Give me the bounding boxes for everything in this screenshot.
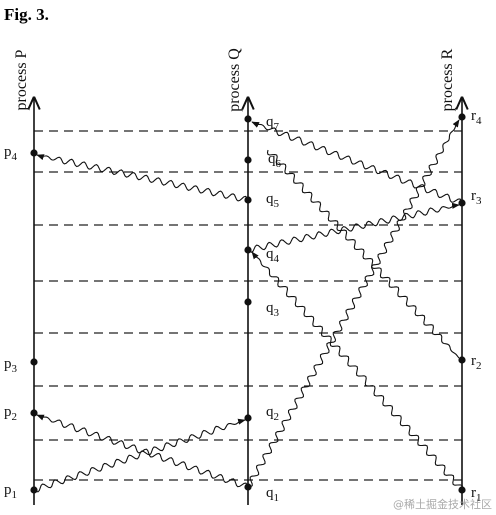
event-label: q4: [266, 246, 280, 265]
message: [247, 202, 460, 253]
process-label: process R: [439, 48, 456, 111]
event-name: q: [266, 114, 274, 130]
message: [251, 121, 463, 204]
event-name: r: [471, 353, 476, 369]
event-index: 5: [274, 198, 280, 210]
event-name: r: [471, 485, 476, 501]
event-label: p3: [4, 356, 18, 375]
event-dot: [458, 356, 466, 364]
event-dot: [244, 196, 252, 204]
event-name: p: [4, 356, 12, 372]
event-name: q: [266, 485, 274, 501]
event-index: 7: [274, 121, 280, 133]
event-index: 2: [274, 411, 280, 423]
event-index: 2: [12, 411, 18, 423]
message: [266, 149, 460, 359]
event-dot: [244, 483, 252, 491]
event-index: 3: [274, 307, 280, 319]
event-dot: [30, 486, 38, 494]
event-dot: [244, 115, 252, 123]
event-index: 4: [12, 151, 18, 163]
event-name: r: [471, 108, 476, 124]
event-index: 3: [476, 195, 482, 207]
event-label: r4: [471, 108, 482, 127]
event-label: q5: [266, 191, 280, 210]
event-label: q1: [266, 485, 279, 504]
event-dot: [458, 486, 466, 494]
event-index: 1: [274, 492, 280, 504]
event-label: r3: [471, 188, 482, 207]
event-name: q: [266, 404, 274, 420]
event-name: p: [4, 404, 12, 420]
event-dot: [244, 414, 252, 422]
message: [36, 154, 249, 202]
event-dot: [458, 113, 466, 121]
watermark: @稀土掘金技术社区: [393, 497, 492, 511]
event-name: q: [266, 246, 274, 262]
event-index: 4: [274, 253, 280, 265]
event-name: p: [4, 144, 12, 160]
message: [247, 119, 460, 488]
event-dot: [458, 199, 466, 207]
event-label: q2: [266, 404, 279, 423]
event-dot: [30, 358, 38, 366]
event-dot: [244, 156, 252, 164]
event-dot: [244, 298, 252, 306]
event-index: 4: [476, 115, 482, 127]
event-name: q: [266, 300, 274, 316]
event-dot: [30, 409, 38, 417]
event-index: 3: [12, 363, 18, 375]
process-label: process P: [13, 49, 30, 110]
event-name: q: [268, 151, 276, 167]
figure-title: Fig. 3.: [4, 5, 49, 24]
event-name: r: [471, 188, 476, 204]
event-name: p: [4, 482, 12, 498]
event-label: p4: [4, 144, 18, 163]
event-index: 1: [12, 489, 18, 501]
event-label: q6: [268, 151, 282, 170]
message: [33, 418, 246, 493]
message: [251, 251, 464, 491]
event-name: q: [266, 191, 274, 207]
event-index: 1: [476, 492, 482, 504]
message: [36, 414, 249, 488]
event-label: q7: [266, 114, 280, 133]
event-label: r2: [471, 353, 482, 372]
event-label: p1: [4, 482, 17, 501]
event-label: q3: [266, 300, 280, 319]
event-dot: [244, 246, 252, 254]
event-dot: [30, 149, 38, 157]
event-index: 6: [276, 158, 282, 170]
process-label: process Q: [226, 48, 243, 112]
event-label: r1: [471, 485, 482, 504]
event-index: 2: [476, 360, 482, 372]
event-label: p2: [4, 404, 17, 423]
